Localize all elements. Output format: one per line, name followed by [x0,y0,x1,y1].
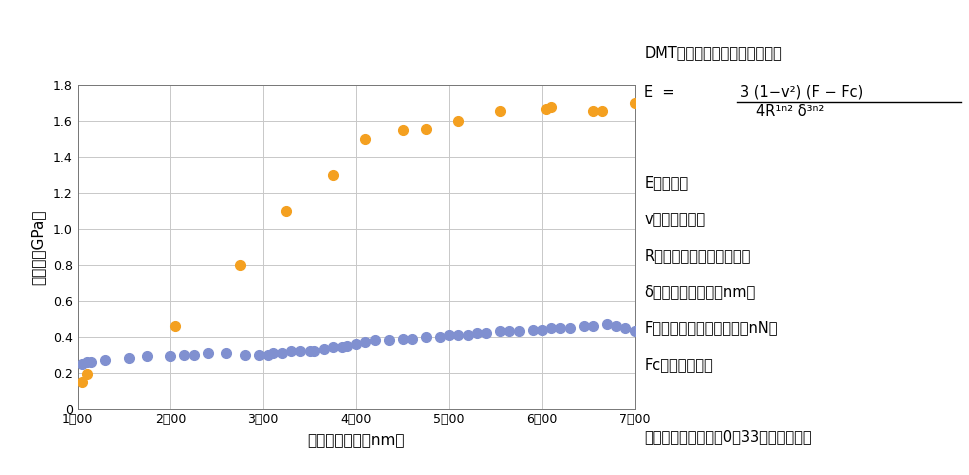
プラズマ処理 [200,349,215,357]
プラズマ処理 [502,328,517,335]
プラズマ処理 [75,360,90,368]
未処理 [233,261,248,269]
Text: δ：押し込み深さ（nm）: δ：押し込み深さ（nm） [644,284,756,299]
プラズマ処理 [83,358,99,366]
プラズマ処理 [441,331,456,339]
未処理 [326,171,341,179]
Text: E  =: E = [644,85,684,99]
プラズマ処理 [79,358,95,366]
未処理 [418,125,433,133]
プラズマ処理 [326,344,341,352]
プラズマ処理 [251,351,266,359]
プラズマ処理 [562,324,578,332]
プラズマ処理 [511,328,526,335]
未処理 [627,100,642,107]
Text: R：カンチレバーの先端径: R：カンチレバーの先端径 [644,248,751,263]
未処理 [279,207,295,215]
プラズマ処理 [418,333,433,341]
プラズマ処理 [525,326,541,333]
未処理 [594,107,610,114]
Text: Fc：最大凝着力: Fc：最大凝着力 [644,357,713,372]
プラズマ処理 [163,352,178,360]
Text: DMT理論式は以下の通りです。: DMT理論式は以下の通りです。 [644,45,782,60]
プラズマ処理 [544,324,559,332]
プラズマ処理 [404,335,420,342]
プラズマ処理 [140,352,155,360]
プラズマ処理 [293,347,308,355]
プラズマ処理 [236,351,252,359]
未処理 [358,135,373,143]
プラズマ処理 [534,326,549,333]
プラズマ処理 [358,338,373,346]
Text: 4R¹ⁿ² δ³ⁿ²: 4R¹ⁿ² δ³ⁿ² [756,104,825,119]
Y-axis label: 弾性率（GPa）: 弾性率（GPa） [31,209,46,285]
プラズマ処理 [585,322,601,330]
未処理 [79,370,95,378]
X-axis label: 押し込み深さ（nm）: 押し込み深さ（nm） [307,433,405,448]
プラズマ処理 [609,322,624,330]
プラズマ処理 [479,329,494,337]
プラズマ処理 [599,320,614,328]
プラズマ処理 [627,328,642,335]
未処理 [394,126,410,134]
プラズマ処理 [552,324,568,332]
プラズマ処理 [492,328,508,335]
プラズマ処理 [186,351,202,359]
プラズマ処理 [339,342,355,350]
プラズマ処理 [302,347,318,355]
プラズマ処理 [265,349,280,357]
プラズマ処理 [274,349,290,357]
Text: E：弾性率: E：弾性率 [644,176,689,190]
未処理 [451,118,466,125]
プラズマ処理 [218,349,234,357]
未処理 [168,322,183,330]
プラズマ処理 [367,336,383,344]
プラズマ処理 [432,333,448,341]
プラズマ処理 [348,340,363,348]
プラズマ処理 [283,347,298,355]
プラズマ処理 [459,331,475,339]
プラズマ処理 [316,345,331,353]
Text: v：ポアソン比: v：ポアソン比 [644,212,705,227]
Text: 試料のポアソン比は0．33としました。: 試料のポアソン比は0．33としました。 [644,429,812,444]
プラズマ処理 [381,336,396,344]
未処理 [585,107,601,114]
プラズマ処理 [469,329,484,337]
未処理 [544,103,559,111]
プラズマ処理 [306,347,322,355]
プラズマ処理 [334,344,350,352]
プラズマ処理 [260,351,275,359]
プラズマ処理 [576,322,591,330]
Text: F：試料に印加される力（nN）: F：試料に印加される力（nN） [644,321,778,335]
プラズマ処理 [617,324,633,332]
Text: 3 (1−v²) (F − Fc): 3 (1−v²) (F − Fc) [740,85,863,99]
プラズマ処理 [176,351,192,359]
プラズマ処理 [451,331,466,339]
未処理 [539,105,554,113]
未処理 [492,107,508,114]
プラズマ処理 [394,335,410,342]
プラズマ処理 [121,354,137,362]
プラズマ処理 [98,356,113,364]
未処理 [75,378,90,385]
